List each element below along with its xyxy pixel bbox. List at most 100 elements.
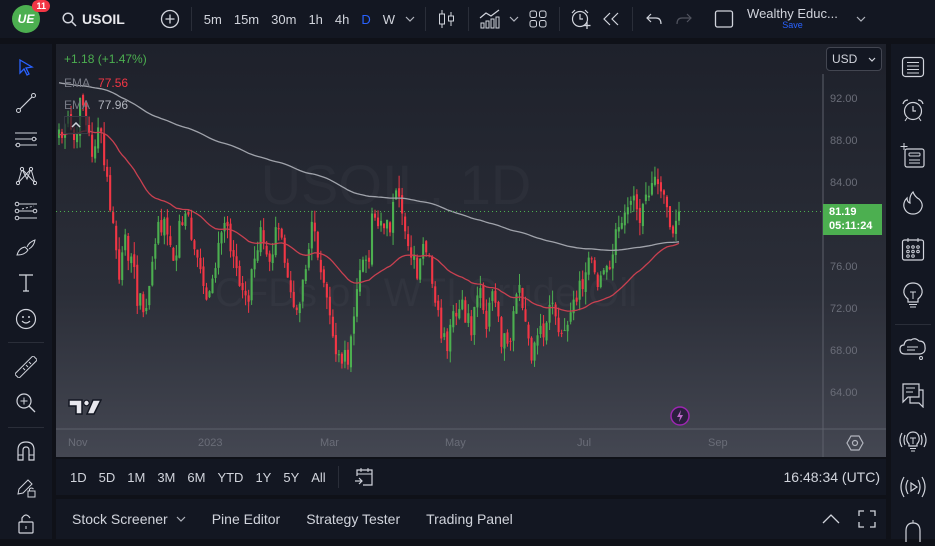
- redo-button[interactable]: [669, 4, 699, 34]
- interval-1h[interactable]: 1h: [308, 11, 323, 27]
- chats-button[interactable]: [898, 334, 928, 364]
- messages-button[interactable]: [898, 380, 928, 410]
- range-5y[interactable]: 5Y: [283, 469, 300, 485]
- interval-dropdown[interactable]: [401, 4, 419, 34]
- range-ytd[interactable]: YTD: [217, 469, 244, 485]
- tab-strategy-tester[interactable]: Strategy Tester: [296, 511, 410, 527]
- pattern-tool[interactable]: [11, 160, 41, 190]
- ema-slow-label: EMA: [64, 98, 91, 112]
- create-alert-button[interactable]: [566, 4, 596, 34]
- replay-button[interactable]: [596, 4, 626, 34]
- alerts-button[interactable]: [898, 95, 928, 125]
- layout-dropdown[interactable]: [846, 4, 876, 34]
- cursor-tool[interactable]: [11, 52, 41, 82]
- watchlist-button[interactable]: [898, 52, 928, 82]
- lock-all-tool[interactable]: [11, 508, 41, 538]
- ideas-button[interactable]: [898, 280, 928, 310]
- fullscreen-toggle-button[interactable]: [709, 4, 739, 34]
- ema-fast-line: [58, 130, 680, 312]
- layout-name-button[interactable]: Wealthy Educ... Save: [747, 7, 838, 30]
- alarm-clock-icon: [901, 98, 925, 122]
- indicators-icon: [479, 9, 501, 29]
- bottom-panel: Stock Screener Pine Editor Strategy Test…: [56, 499, 886, 539]
- live-stream-button[interactable]: [898, 472, 928, 502]
- text-tool[interactable]: [11, 268, 41, 298]
- watermark-symbol: USOIL, 1D: [261, 153, 532, 216]
- ema-fast-legend[interactable]: EMA 77.56: [64, 76, 147, 90]
- trend-line-tool[interactable]: [11, 88, 41, 118]
- bar-countdown: 05:11:24: [829, 220, 873, 232]
- tab-trading-panel[interactable]: Trading Panel: [416, 511, 523, 527]
- time-tick-label: Nov: [68, 437, 88, 449]
- ema-fast-label: EMA: [64, 76, 91, 90]
- notification-badge: 11: [32, 0, 50, 12]
- collapse-legend-button[interactable]: [64, 116, 88, 134]
- interval-w[interactable]: W: [382, 11, 396, 27]
- tradingview-logo[interactable]: [68, 398, 102, 416]
- zoom-in-tool[interactable]: [11, 388, 41, 418]
- ema-fast-value: 77.56: [98, 76, 129, 90]
- brush-tool[interactable]: [11, 232, 41, 262]
- user-avatar[interactable]: UE 11: [12, 0, 50, 33]
- chevron-up-icon: [71, 122, 81, 128]
- streams-button[interactable]: [898, 426, 928, 456]
- symbol-search[interactable]: USOIL: [62, 11, 125, 27]
- candles: [57, 93, 681, 373]
- zoom-in-icon: [15, 392, 37, 414]
- range-5d[interactable]: 5D: [98, 469, 116, 485]
- interval-15m[interactable]: 15m: [233, 11, 260, 27]
- measure-tool[interactable]: [11, 352, 41, 382]
- range-1y[interactable]: 1Y: [255, 469, 272, 485]
- chart-pane[interactable]: USOIL, 1D CFDs on WTI Crude Oil 92.00 88.00…: [56, 44, 886, 457]
- tab-label: Strategy Tester: [306, 511, 401, 527]
- range-1d[interactable]: 1D: [70, 469, 87, 485]
- parallel-lines-icon: [14, 130, 38, 148]
- indicators-dropdown[interactable]: [505, 4, 523, 34]
- date-range-bar: 1D 5D 1M 3M 6M YTD 1Y 5Y All 16:48:34 (UTC): [56, 459, 886, 495]
- range-3m[interactable]: 3M: [157, 469, 176, 485]
- undo-button[interactable]: [639, 4, 669, 34]
- grid-icon: [529, 10, 547, 28]
- prediction-icon: [14, 200, 38, 222]
- magnet-tool[interactable]: [11, 436, 41, 466]
- hotlists-button[interactable]: [898, 188, 928, 218]
- tab-stock-screener[interactable]: Stock Screener: [62, 511, 196, 527]
- calendar-button[interactable]: [898, 234, 928, 264]
- range-6m[interactable]: 6M: [187, 469, 206, 485]
- compare-symbol-button[interactable]: [155, 4, 185, 34]
- layouts-button[interactable]: [523, 4, 553, 34]
- interval-30m[interactable]: 30m: [271, 11, 297, 27]
- lock-drawings-tool[interactable]: [11, 472, 41, 502]
- range-all[interactable]: All: [311, 469, 326, 485]
- chart-type-button[interactable]: [432, 4, 462, 34]
- utc-clock[interactable]: 16:48:34 (UTC): [783, 469, 880, 485]
- tab-pine-editor[interactable]: Pine Editor: [202, 511, 290, 527]
- plus-circle-icon: [160, 9, 180, 29]
- currency-select[interactable]: USD: [826, 47, 882, 71]
- ema-slow-legend[interactable]: EMA 77.96: [64, 98, 147, 112]
- chevron-down-icon: [868, 57, 876, 62]
- horizontal-lines-tool[interactable]: [11, 124, 41, 154]
- interval-4h[interactable]: 4h: [334, 11, 350, 27]
- bell-icon: [902, 519, 924, 543]
- save-link[interactable]: Save: [782, 20, 803, 31]
- indicators-button[interactable]: [475, 4, 505, 34]
- add-list-icon: [900, 142, 926, 168]
- tab-label: Pine Editor: [211, 511, 281, 527]
- chart-settings-button[interactable]: [846, 434, 864, 452]
- go-to-date-button[interactable]: [349, 462, 379, 492]
- maximize-panel-button[interactable]: [852, 504, 882, 534]
- divider: [895, 324, 931, 325]
- chevron-down-icon: [856, 16, 866, 22]
- expand-panel-button[interactable]: [816, 504, 846, 534]
- object-tree-button[interactable]: [898, 140, 928, 170]
- forecasting-tool[interactable]: [11, 196, 41, 226]
- range-1m[interactable]: 1M: [127, 469, 146, 485]
- notifications-button[interactable]: [898, 516, 928, 546]
- interval-5m[interactable]: 5m: [203, 11, 222, 27]
- chat-bubbles-icon: [901, 382, 925, 408]
- economic-events-button[interactable]: [670, 406, 690, 426]
- interval-d[interactable]: D: [361, 11, 371, 27]
- icon-tool[interactable]: [11, 304, 41, 334]
